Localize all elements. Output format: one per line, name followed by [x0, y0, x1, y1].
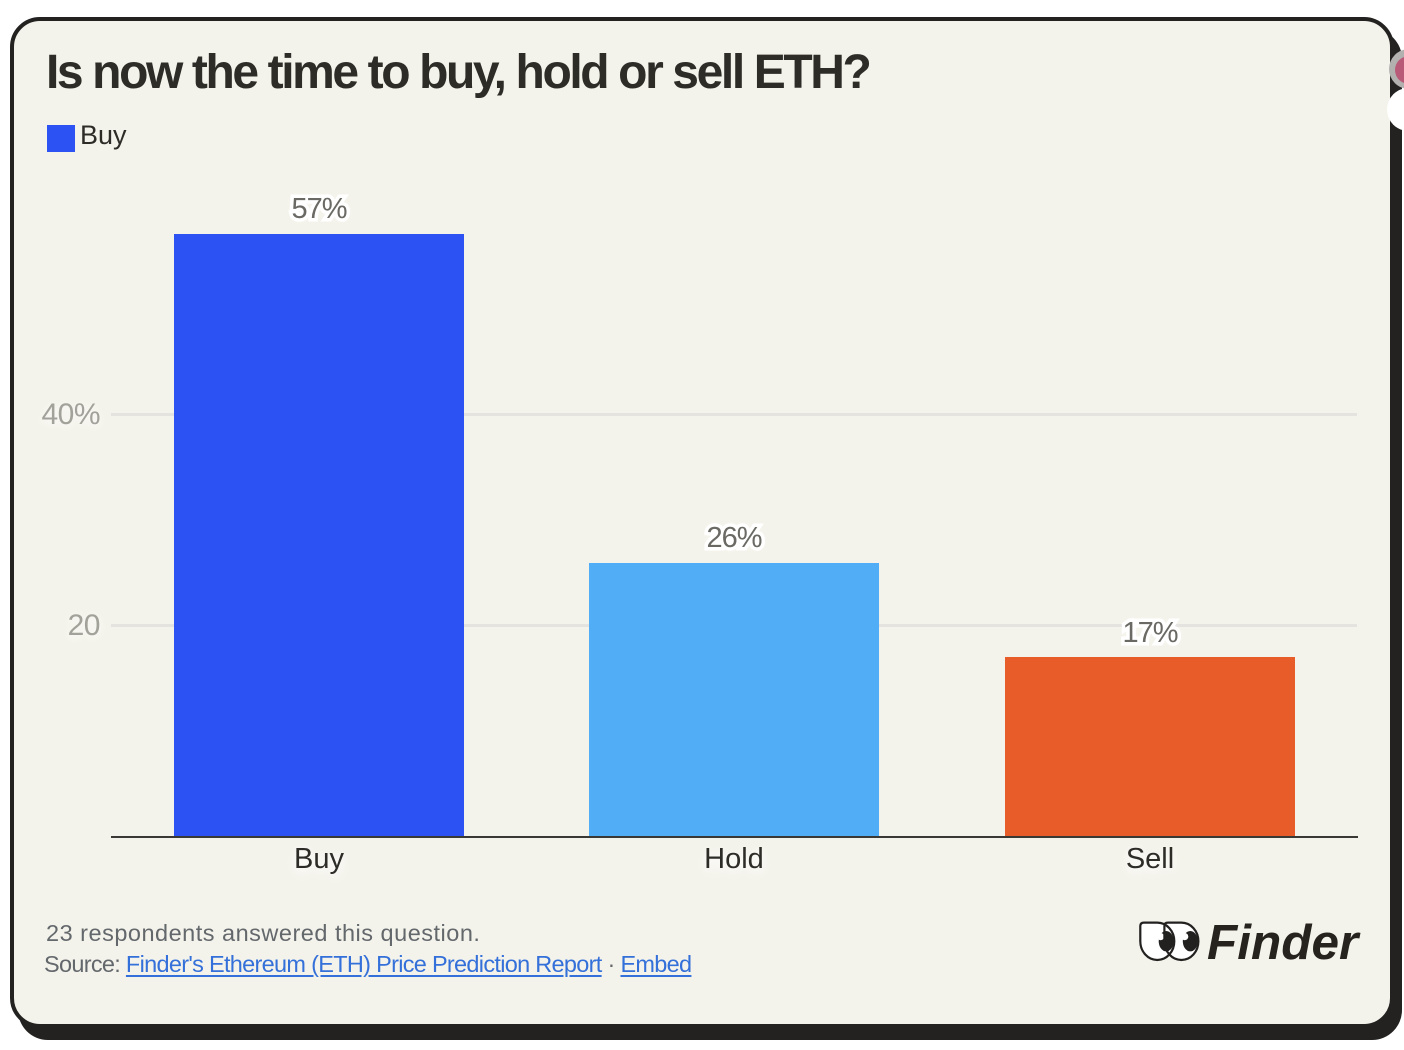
- svg-text:Finder: Finder: [1207, 920, 1361, 968]
